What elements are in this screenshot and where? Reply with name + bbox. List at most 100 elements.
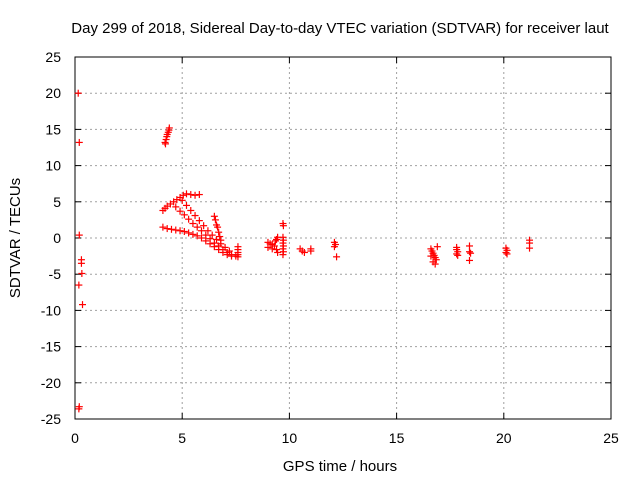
data-point [467, 249, 475, 257]
data-point [78, 269, 86, 277]
data-point [75, 138, 83, 146]
y-tick-label: 0 [53, 230, 61, 246]
data-point [182, 201, 190, 209]
data-point [503, 250, 511, 258]
data-point [180, 227, 188, 235]
data-point [172, 203, 180, 211]
data-point [216, 233, 224, 241]
data-point [180, 211, 188, 219]
data-point [223, 251, 231, 259]
x-tick-label: 25 [603, 430, 619, 446]
data-point [279, 222, 287, 230]
y-tick-label: -20 [41, 375, 61, 391]
data-point [215, 228, 223, 236]
data-point [75, 281, 83, 289]
data-point [264, 243, 272, 251]
data-point [204, 227, 212, 235]
data-point [163, 225, 171, 233]
data-point [178, 196, 186, 204]
data-point [268, 245, 276, 253]
data-point [165, 124, 173, 132]
y-tick-label: -10 [41, 302, 61, 318]
y-axis-label: SDTVAR / TECUs [7, 178, 24, 298]
data-point [189, 230, 197, 238]
y-tick-label: -15 [41, 339, 61, 355]
data-point [279, 251, 287, 259]
y-tick-label: 15 [45, 121, 61, 137]
data-point [200, 222, 208, 230]
data-point [179, 191, 187, 199]
data-point [300, 248, 308, 256]
data-point [465, 248, 473, 256]
data-point [221, 243, 229, 251]
x-tick-label: 15 [389, 430, 405, 446]
data-point [77, 259, 85, 267]
data-point [502, 248, 510, 256]
data-point [431, 260, 439, 268]
data-point [202, 237, 210, 245]
data-point [161, 140, 169, 148]
data-point [195, 191, 203, 199]
data-point [274, 248, 282, 256]
data-point [526, 244, 534, 252]
data-point [191, 191, 199, 199]
data-point [454, 251, 462, 259]
data-point [225, 247, 233, 255]
data-point [210, 243, 218, 251]
data-point [211, 216, 219, 224]
y-tick-label: -25 [41, 411, 61, 427]
data-point [210, 212, 218, 220]
x-tick-label: 20 [496, 430, 512, 446]
data-point [217, 236, 225, 244]
x-axis-label: GPS time / hours [283, 458, 397, 475]
data-point [219, 248, 227, 256]
data-point [185, 215, 193, 223]
data-points [74, 89, 534, 413]
data-point [187, 191, 195, 199]
data-point [330, 243, 338, 251]
data-point [75, 405, 83, 413]
data-point [307, 247, 315, 255]
data-point [433, 243, 441, 251]
data-point [79, 301, 87, 309]
data-point [189, 220, 197, 228]
data-point [176, 207, 184, 215]
data-point [427, 252, 435, 260]
data-point [193, 223, 201, 231]
y-tick-label: 20 [45, 85, 61, 101]
data-point [215, 246, 223, 254]
grid-lines [75, 57, 611, 419]
data-point [465, 256, 473, 264]
y-tick-label: 5 [53, 194, 61, 210]
data-point [182, 190, 190, 198]
data-point [193, 232, 201, 240]
data-point [74, 89, 82, 97]
data-point [214, 223, 222, 231]
data-point [75, 231, 83, 239]
data-point [172, 226, 180, 234]
y-tick-label: -5 [49, 266, 62, 282]
x-tick-label: 10 [282, 430, 298, 446]
x-tick-label: 0 [71, 430, 79, 446]
data-point [176, 227, 184, 235]
data-point [206, 240, 214, 248]
data-point [197, 234, 205, 242]
x-tick-label: 5 [178, 430, 186, 446]
data-point [159, 223, 167, 231]
data-point [208, 231, 216, 239]
axis-ticks: 0 5 10 15 20 25 -25 -20 -15 -10 -5 0 5 10 15 20 25 [41, 49, 619, 446]
data-point [187, 206, 195, 214]
data-point [167, 225, 175, 233]
data-point [333, 253, 341, 261]
y-tick-label: 10 [45, 158, 61, 174]
data-point [271, 237, 279, 245]
data-point [195, 217, 203, 225]
data-point [234, 253, 242, 261]
data-point [185, 229, 193, 237]
data-point [191, 212, 199, 220]
y-tick-label: 25 [45, 49, 61, 65]
data-point [453, 250, 461, 258]
chart-title: Day 299 of 2018, Sidereal Day-to-day VTE… [71, 20, 609, 37]
data-point [197, 227, 205, 235]
